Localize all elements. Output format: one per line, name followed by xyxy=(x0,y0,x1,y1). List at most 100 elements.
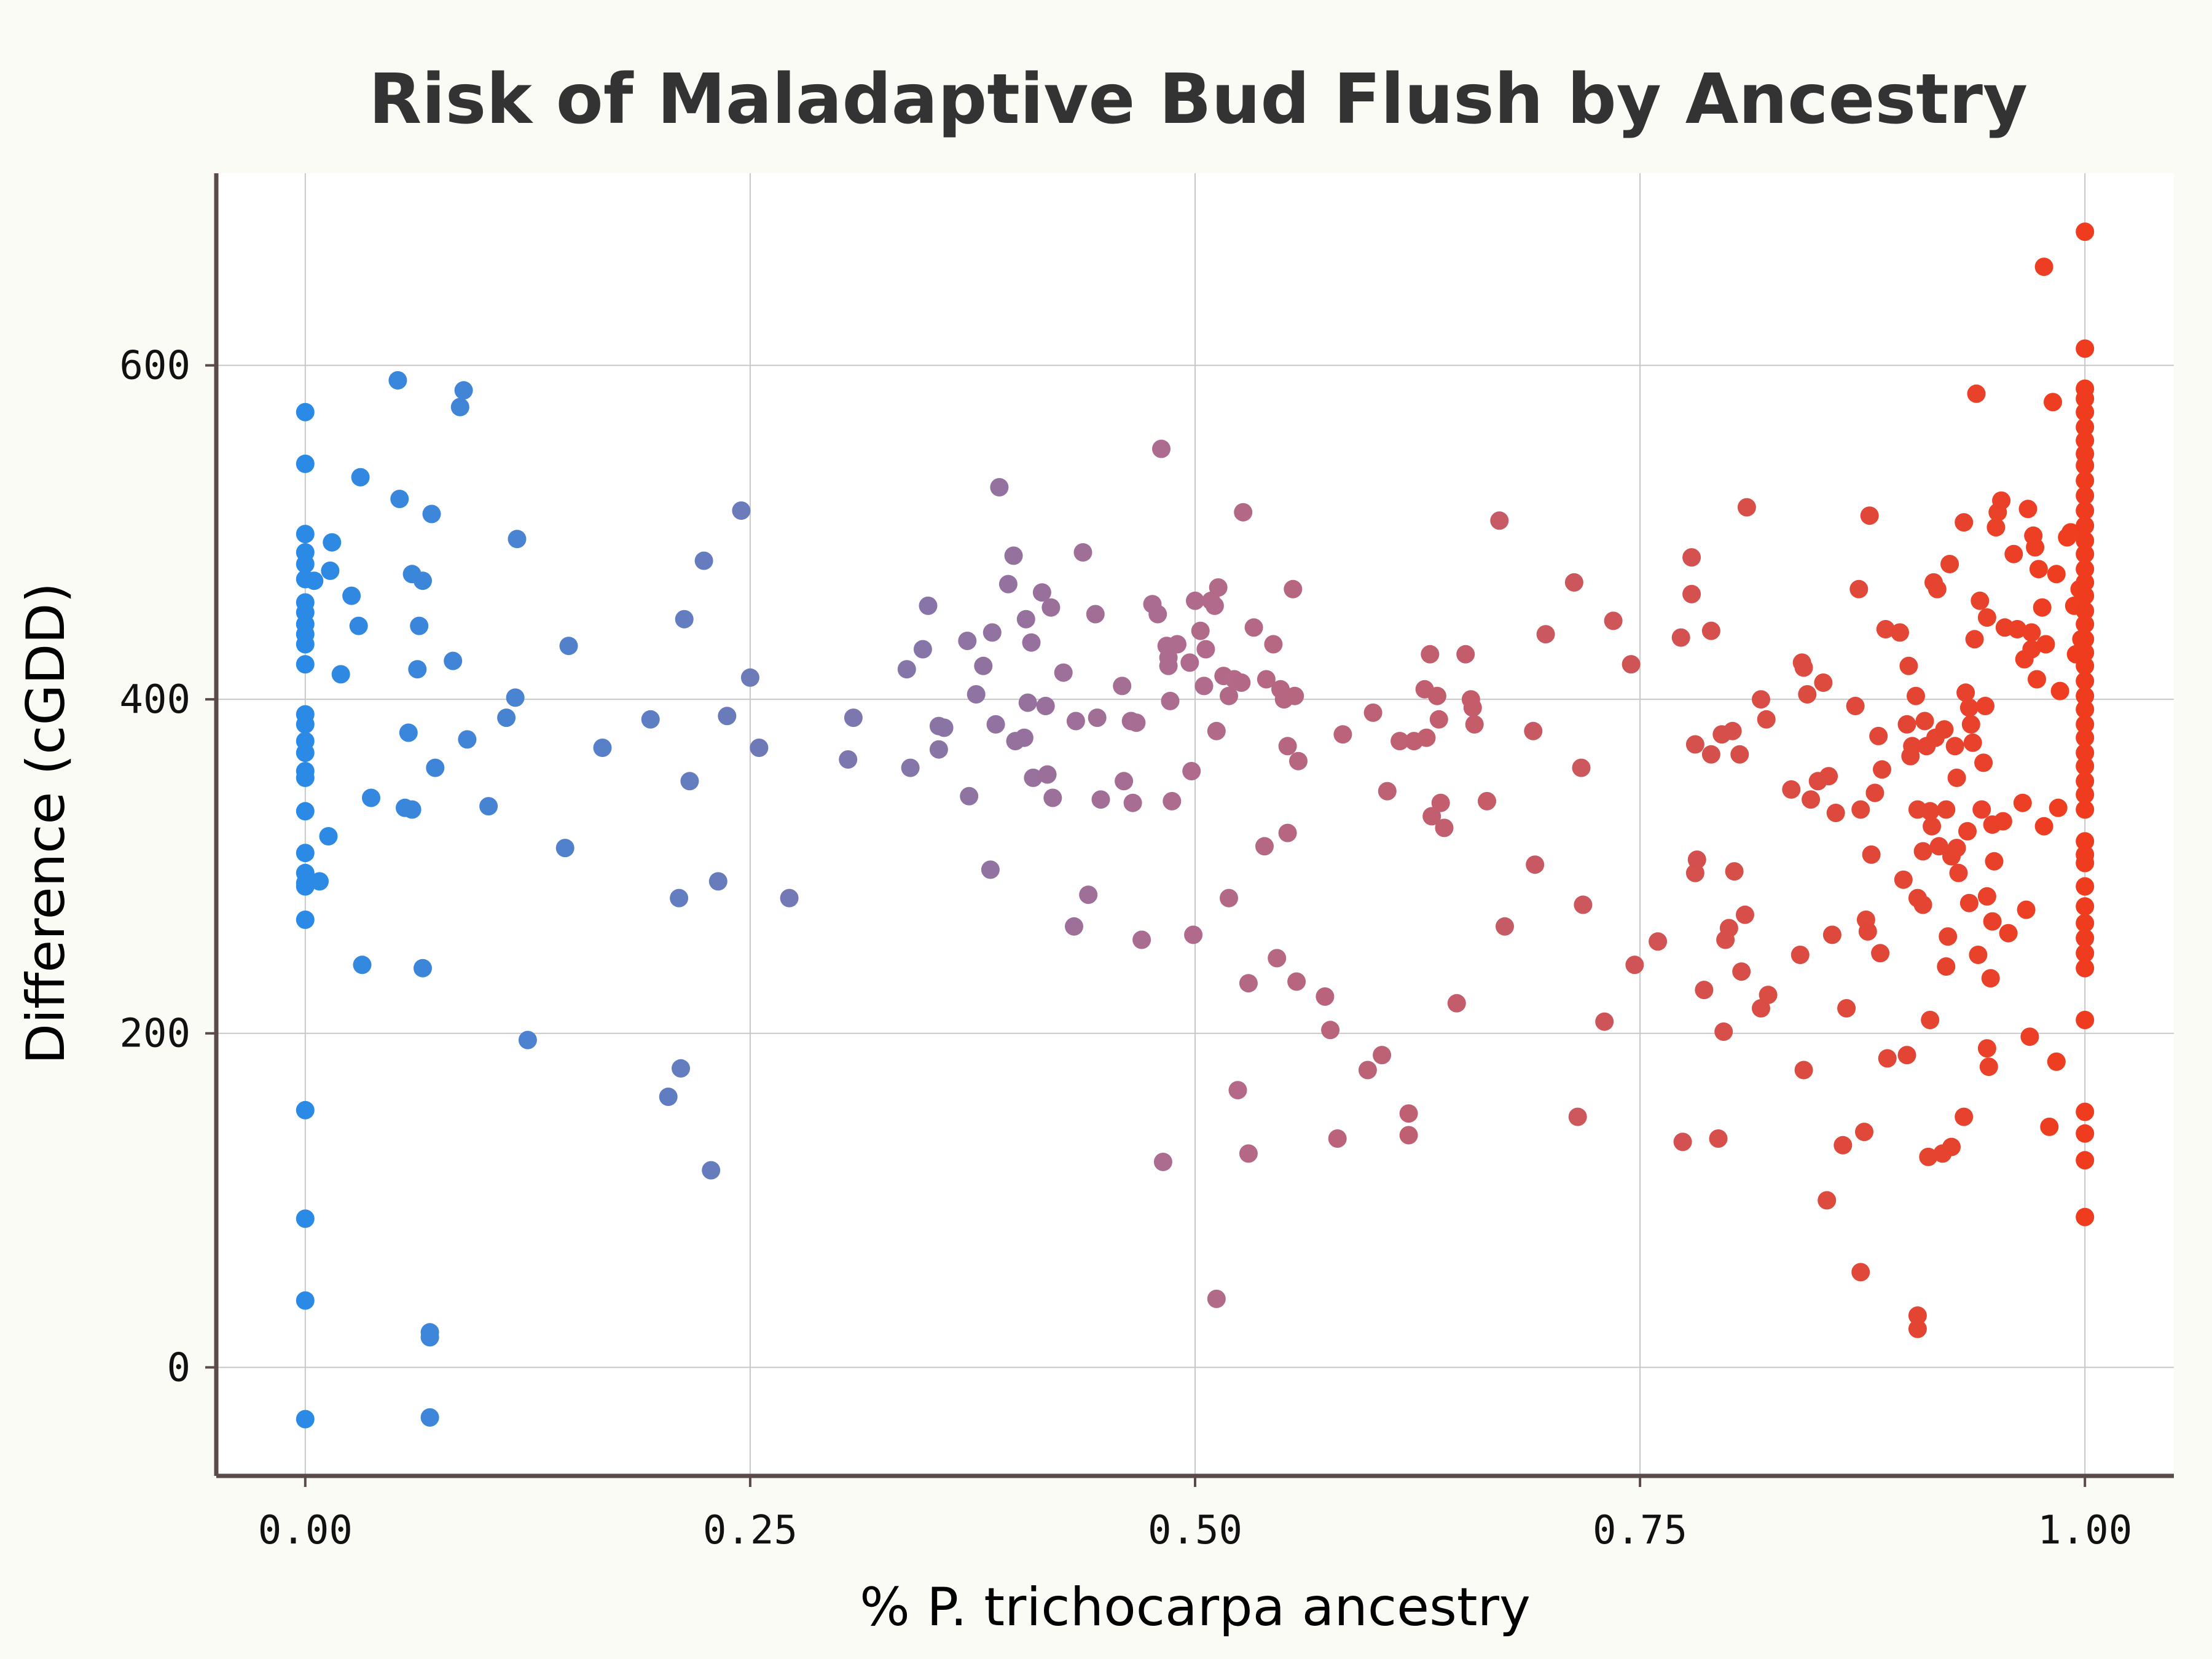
data-point xyxy=(2076,501,2095,520)
data-point xyxy=(1186,591,1204,610)
data-point xyxy=(1289,751,1308,771)
data-point xyxy=(1919,1147,1938,1166)
data-point xyxy=(998,575,1018,594)
data-point xyxy=(844,708,863,728)
data-point xyxy=(1378,782,1397,801)
x-tick-label: 1.00 xyxy=(2037,1508,2132,1553)
data-point xyxy=(1862,845,1881,864)
data-point xyxy=(1969,946,1988,964)
data-point xyxy=(1752,690,1770,709)
data-point xyxy=(1321,1021,1340,1040)
data-point xyxy=(1782,780,1801,799)
data-point xyxy=(2028,670,2046,689)
data-point xyxy=(1908,1306,1927,1325)
data-point xyxy=(1490,511,1509,530)
data-point xyxy=(675,610,694,629)
x-tick-label: 0.50 xyxy=(1148,1508,1242,1553)
data-point xyxy=(1992,491,2011,510)
data-point xyxy=(1687,850,1706,869)
data-point xyxy=(1794,658,1813,677)
data-point xyxy=(694,551,713,570)
data-point xyxy=(1723,721,1742,740)
data-point xyxy=(1682,548,1701,567)
data-point xyxy=(1955,513,1974,532)
data-point xyxy=(2076,471,2095,490)
data-point xyxy=(1257,670,1276,689)
data-point xyxy=(1714,1022,1733,1041)
data-point xyxy=(1908,1319,1927,1338)
data-point xyxy=(1907,686,1925,705)
data-point xyxy=(1427,686,1446,705)
data-point xyxy=(1701,621,1720,640)
data-point xyxy=(1255,837,1274,856)
data-point xyxy=(1929,837,1948,856)
data-point xyxy=(1422,807,1441,826)
data-point xyxy=(1947,768,1966,787)
data-point xyxy=(1073,543,1092,562)
data-point xyxy=(296,1100,315,1120)
data-point xyxy=(1148,605,1167,624)
data-point xyxy=(1604,611,1623,630)
data-point xyxy=(1976,697,1994,715)
data-point xyxy=(1814,673,1833,692)
data-point xyxy=(1435,818,1454,837)
data-point xyxy=(2076,715,2095,734)
data-point xyxy=(2076,1102,2095,1121)
data-point xyxy=(454,381,473,400)
data-point xyxy=(2076,928,2095,947)
data-point xyxy=(2076,456,2095,475)
data-point xyxy=(1278,823,1297,842)
data-point xyxy=(1113,677,1132,696)
data-point xyxy=(1022,633,1041,652)
data-point xyxy=(1947,839,1966,858)
data-point xyxy=(1625,955,1644,975)
data-point xyxy=(296,1209,315,1228)
data-point xyxy=(420,1408,439,1427)
data-point xyxy=(1086,605,1105,624)
data-point xyxy=(1942,1137,1961,1156)
data-point xyxy=(1244,618,1263,637)
data-point xyxy=(2076,560,2095,579)
data-point xyxy=(1923,817,1942,836)
data-point xyxy=(2076,656,2095,675)
data-point xyxy=(296,877,315,896)
data-point xyxy=(1757,710,1776,729)
data-point xyxy=(450,398,469,417)
data-point xyxy=(670,888,689,908)
data-point xyxy=(296,1410,315,1429)
data-point xyxy=(1447,994,1466,1013)
data-point xyxy=(2076,743,2095,763)
data-point xyxy=(305,571,324,590)
data-point xyxy=(1038,765,1057,784)
data-point xyxy=(1873,760,1891,779)
data-point xyxy=(897,660,916,679)
data-point xyxy=(1834,1135,1853,1155)
data-point xyxy=(2076,1151,2095,1170)
data-point xyxy=(1333,725,1352,744)
data-point xyxy=(2076,700,2095,719)
data-point xyxy=(929,740,948,759)
data-point xyxy=(1967,384,1986,403)
data-point xyxy=(1928,579,1947,598)
data-point xyxy=(296,454,315,473)
data-point xyxy=(1316,987,1335,1006)
data-point xyxy=(1496,917,1514,936)
data-point xyxy=(506,688,525,707)
data-point xyxy=(323,533,342,552)
data-point xyxy=(296,655,315,674)
data-point xyxy=(1209,578,1228,597)
data-point xyxy=(1921,1011,1940,1029)
data-point xyxy=(1955,1107,1974,1126)
data-point xyxy=(1196,640,1215,659)
data-point xyxy=(559,637,578,656)
data-point xyxy=(1959,698,1979,717)
data-point xyxy=(1725,862,1744,881)
data-point xyxy=(2018,500,2037,519)
data-point xyxy=(1066,712,1085,731)
data-point xyxy=(1940,555,1959,573)
data-point xyxy=(518,1030,537,1049)
data-point xyxy=(1524,721,1543,740)
data-point xyxy=(1822,925,1841,944)
data-point xyxy=(2029,560,2048,579)
data-point xyxy=(414,959,432,978)
